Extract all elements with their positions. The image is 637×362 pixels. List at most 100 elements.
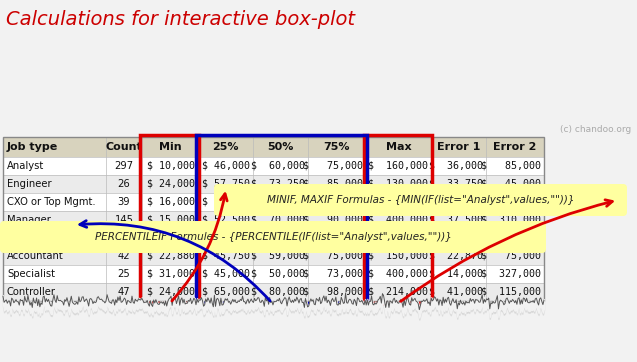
Bar	[3, 137, 544, 301]
Text: $  400,000: $ 400,000	[368, 215, 428, 225]
Text: $  160,000: $ 160,000	[368, 161, 428, 171]
Text: $ 65,000: $ 65,000	[202, 287, 250, 297]
Text: $  400,000: $ 400,000	[368, 269, 428, 279]
Text: $  115,000: $ 115,000	[481, 287, 541, 297]
Text: $  57,750: $ 57,750	[429, 233, 483, 243]
Text: 25%: 25%	[212, 142, 239, 152]
Text: $  214,000: $ 214,000	[368, 287, 428, 297]
Text: $   75,000: $ 75,000	[303, 251, 363, 261]
Text: $ 57,750: $ 57,750	[202, 179, 250, 189]
Text: $  36,000: $ 36,000	[429, 161, 483, 171]
Text: $ 45,750: $ 45,750	[202, 251, 250, 261]
Text: $ 45,000: $ 45,000	[202, 269, 250, 279]
Text: $ 114,000: $ 114,000	[251, 197, 305, 207]
Text: 145: 145	[115, 215, 134, 225]
Text: $ 69,750: $ 69,750	[202, 233, 250, 243]
Text: $  250,000: $ 250,000	[368, 233, 428, 243]
Text: 18: 18	[118, 233, 131, 243]
Text: Calculations for interactive box-plot: Calculations for interactive box-plot	[6, 10, 355, 29]
Text: Job type: Job type	[7, 142, 58, 152]
Text: Min: Min	[159, 142, 182, 152]
Text: $  74,000: $ 74,000	[429, 197, 483, 207]
Text: Analyst: Analyst	[7, 161, 44, 171]
Text: $  59,000: $ 59,000	[251, 251, 305, 261]
Text: $  300,000: $ 300,000	[368, 197, 428, 207]
Bar	[196, 135, 368, 303]
Text: $  22,870: $ 22,870	[429, 251, 483, 261]
Bar	[3, 137, 544, 157]
Bar	[3, 175, 544, 193]
Bar	[3, 193, 544, 211]
Text: $   85,000: $ 85,000	[303, 179, 363, 189]
Text: $  327,000: $ 327,000	[481, 269, 541, 279]
Text: $   75,000: $ 75,000	[303, 161, 363, 171]
FancyBboxPatch shape	[214, 184, 627, 216]
Text: $  41,000: $ 41,000	[429, 287, 483, 297]
Text: $  37,500: $ 37,500	[429, 215, 483, 225]
Bar	[3, 211, 544, 229]
Bar	[3, 157, 544, 175]
Text: $  130,000: $ 130,000	[368, 179, 428, 189]
Text: $ 90,000: $ 90,000	[202, 197, 250, 207]
Text: 26: 26	[118, 179, 131, 189]
Text: $   75,000: $ 75,000	[481, 251, 541, 261]
Text: $  14,000: $ 14,000	[429, 269, 483, 279]
Bar	[3, 283, 544, 301]
Text: $ 16,000: $ 16,000	[147, 197, 195, 207]
Text: $ 22,880: $ 22,880	[147, 251, 195, 261]
Text: 50%: 50%	[268, 142, 294, 152]
Text: $   85,000: $ 85,000	[481, 161, 541, 171]
Text: (c) chandoo.org: (c) chandoo.org	[560, 125, 631, 134]
Text: 47: 47	[118, 287, 131, 297]
Text: 297: 297	[115, 161, 134, 171]
Bar	[364, 135, 433, 303]
Text: Error 2: Error 2	[493, 142, 537, 152]
Text: PERCENTILEIF Formules - {PERCENTILE(IF(list="Analyst",values,""))}: PERCENTILEIF Formules - {PERCENTILE(IF(l…	[94, 232, 452, 242]
Text: Count: Count	[106, 142, 143, 152]
Text: $  113,250: $ 113,250	[303, 233, 363, 243]
Text: $  70,000: $ 70,000	[251, 215, 305, 225]
Text: Error 1: Error 1	[437, 142, 480, 152]
Text: $ 24,000: $ 24,000	[147, 179, 195, 189]
Text: 25: 25	[118, 269, 131, 279]
Text: Specialist: Specialist	[7, 269, 55, 279]
Text: $   45,000: $ 45,000	[481, 179, 541, 189]
Bar	[3, 247, 544, 265]
Text: $  50,000: $ 50,000	[251, 269, 305, 279]
Text: $  87,500: $ 87,500	[251, 233, 305, 243]
Text: $ 31,000: $ 31,000	[147, 269, 195, 279]
Text: $  73,250: $ 73,250	[251, 179, 305, 189]
Text: 39: 39	[118, 197, 131, 207]
Text: $   73,000: $ 73,000	[303, 269, 363, 279]
FancyBboxPatch shape	[0, 221, 546, 253]
Text: $  150,000: $ 150,000	[481, 197, 541, 207]
Text: 42: 42	[118, 251, 131, 261]
Text: $  136,750: $ 136,750	[481, 233, 541, 243]
Text: Accountant: Accountant	[7, 251, 64, 261]
Text: $  150,000: $ 150,000	[303, 197, 363, 207]
Text: MINIF, MAXIF Formulas - {MIN(IF(list="Analyst",values,""))}: MINIF, MAXIF Formulas - {MIN(IF(list="An…	[267, 195, 574, 205]
Text: $  60,000: $ 60,000	[251, 161, 305, 171]
Text: $ 10,000: $ 10,000	[147, 161, 195, 171]
Bar	[3, 265, 544, 283]
Text: Manager: Manager	[7, 215, 51, 225]
Text: $ 12,000: $ 12,000	[147, 233, 195, 243]
Text: Controller: Controller	[7, 287, 56, 297]
Text: $ 52,500: $ 52,500	[202, 215, 250, 225]
Text: $  80,000: $ 80,000	[251, 287, 305, 297]
Text: $   90,000: $ 90,000	[303, 215, 363, 225]
Text: $ 24,000: $ 24,000	[147, 287, 195, 297]
Text: $  150,000: $ 150,000	[368, 251, 428, 261]
Bar	[141, 135, 199, 303]
Text: $   98,000: $ 98,000	[303, 287, 363, 297]
Text: $  310,000: $ 310,000	[481, 215, 541, 225]
Text: CXO or Top Mgmt.: CXO or Top Mgmt.	[7, 197, 96, 207]
Bar	[3, 229, 544, 247]
Text: $ 46,000: $ 46,000	[202, 161, 250, 171]
Text: Max: Max	[385, 142, 412, 152]
Text: Engineer: Engineer	[7, 179, 52, 189]
Text: $ 15,000: $ 15,000	[147, 215, 195, 225]
Text: 75%: 75%	[324, 142, 350, 152]
Text: Consultant: Consultant	[7, 233, 61, 243]
Text: $  33,750: $ 33,750	[429, 179, 483, 189]
